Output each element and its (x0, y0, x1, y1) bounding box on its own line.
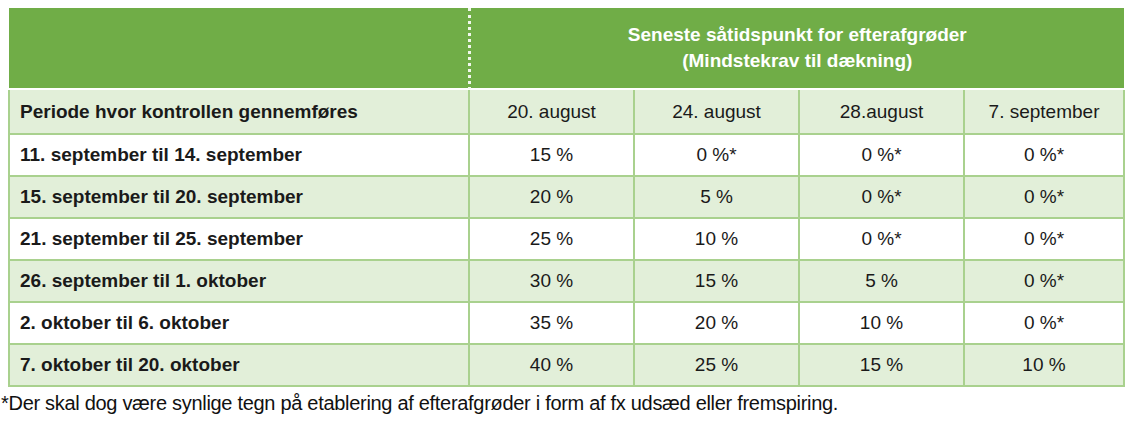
table-row: 11. september til 14. september15 %0 %*0… (9, 134, 1124, 176)
table-row: 7. oktober til 20. oktober40 %25 %15 %10… (9, 344, 1124, 386)
period-cell: 11. september til 14. september (9, 134, 469, 176)
title-band-empty-cell (9, 8, 469, 89)
page: Seneste såtidspunkt for efterafgrøder (M… (0, 0, 1130, 415)
value-cell: 35 % (469, 302, 634, 344)
column-header-date-1: 20. august (469, 89, 634, 134)
value-cell: 15 % (469, 134, 634, 176)
value-cell: 0 %* (964, 302, 1124, 344)
footnote: *Der skal dog være synlige tegn på etabl… (1, 392, 1123, 415)
value-cell: 10 % (799, 302, 964, 344)
column-header-period: Periode hvor kontrollen gennemføres (9, 89, 469, 134)
period-cell: 2. oktober til 6. oktober (9, 302, 469, 344)
table-row: 15. september til 20. september20 %5 %0 … (9, 176, 1124, 218)
value-cell: 0 %* (799, 218, 964, 260)
title-band-row: Seneste såtidspunkt for efterafgrøder (M… (9, 8, 1124, 89)
table-row: 2. oktober til 6. oktober35 %20 %10 %0 %… (9, 302, 1124, 344)
value-cell: 10 % (634, 218, 799, 260)
value-cell: 0 %* (799, 134, 964, 176)
value-cell: 0 %* (964, 134, 1124, 176)
table-row: 26. september til 1. oktober30 %15 %5 %0… (9, 260, 1124, 302)
value-cell: 20 % (634, 302, 799, 344)
column-header-row: Periode hvor kontrollen gennemføres 20. … (9, 89, 1124, 134)
column-header-date-3: 28.august (799, 89, 964, 134)
table-title-line1: Seneste såtidspunkt for efterafgrøder (471, 22, 1125, 48)
value-cell: 15 % (799, 344, 964, 386)
value-cell: 25 % (634, 344, 799, 386)
value-cell: 0 %* (799, 176, 964, 218)
value-cell: 0 %* (634, 134, 799, 176)
table-title-cell: Seneste såtidspunkt for efterafgrøder (M… (469, 8, 1124, 89)
value-cell: 30 % (469, 260, 634, 302)
value-cell: 5 % (799, 260, 964, 302)
table-title-line2: (Mindstekrav til dækning) (471, 48, 1125, 74)
value-cell: 25 % (469, 218, 634, 260)
period-cell: 7. oktober til 20. oktober (9, 344, 469, 386)
table-row: 21. september til 25. september25 %10 %0… (9, 218, 1124, 260)
value-cell: 15 % (634, 260, 799, 302)
value-cell: 0 %* (964, 260, 1124, 302)
value-cell: 0 %* (964, 218, 1124, 260)
period-cell: 21. september til 25. september (9, 218, 469, 260)
value-cell: 0 %* (964, 176, 1124, 218)
efterafgroeder-table: Seneste såtidspunkt for efterafgrøder (M… (8, 8, 1125, 387)
value-cell: 10 % (964, 344, 1124, 386)
column-header-date-4: 7. september (964, 89, 1124, 134)
value-cell: 5 % (634, 176, 799, 218)
value-cell: 20 % (469, 176, 634, 218)
period-cell: 26. september til 1. oktober (9, 260, 469, 302)
value-cell: 40 % (469, 344, 634, 386)
period-cell: 15. september til 20. september (9, 176, 469, 218)
column-header-date-2: 24. august (634, 89, 799, 134)
